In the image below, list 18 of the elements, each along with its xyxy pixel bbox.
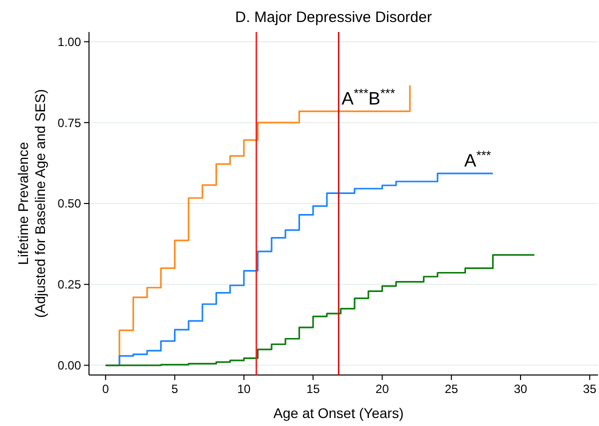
y-tick-label: 0.75: [58, 116, 82, 130]
x-tick-label: 30: [514, 382, 528, 396]
x-axis-title: Age at Onset (Years): [273, 405, 404, 421]
y-tick-label: 0.00: [58, 358, 82, 372]
x-tick-label: 35: [583, 382, 597, 396]
annotation: A$^{***}$B$^{***}$: [342, 86, 396, 108]
x-tick-label: 20: [376, 382, 390, 396]
x-tick-label: 10: [237, 382, 251, 396]
x-tick-label: 25: [444, 382, 458, 396]
annotation: A$^{***}$: [464, 148, 492, 170]
y-axis-title: Lifetime Prevalence (Adjusted for Baseline Age and SES): [15, 89, 48, 318]
x-tick-label: 5: [171, 382, 178, 396]
y-tick-label: 0.50: [58, 196, 82, 211]
x-tick-label: 0: [102, 382, 110, 396]
x-tick-label: 15: [306, 382, 320, 396]
y-tick-label: 1.00: [58, 34, 82, 49]
chart-title: D. Major Depressive Disorder: [235, 9, 432, 26]
y-tick-label: 0.25: [58, 278, 82, 292]
